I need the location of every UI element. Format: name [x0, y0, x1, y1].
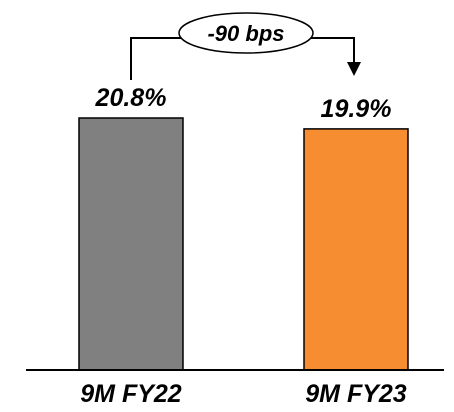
bar-9m-fy22	[78, 117, 184, 371]
annotation-connector-right	[310, 37, 355, 62]
bar-9m-fy23	[303, 128, 409, 371]
data-label-9m-fy22: 20.8%	[95, 84, 167, 112]
bars-group	[78, 117, 409, 371]
annotation-bubble	[178, 12, 314, 54]
category-label-9m-fy23: 9M FY23	[305, 380, 407, 408]
category-label-9m-fy22: 9M FY22	[80, 380, 182, 408]
data-label-9m-fy23: 19.9%	[321, 95, 392, 123]
annotation-arrowhead	[347, 62, 361, 76]
annotation-label: -90 bps	[207, 21, 284, 46]
annotation-connector	[130, 37, 182, 80]
